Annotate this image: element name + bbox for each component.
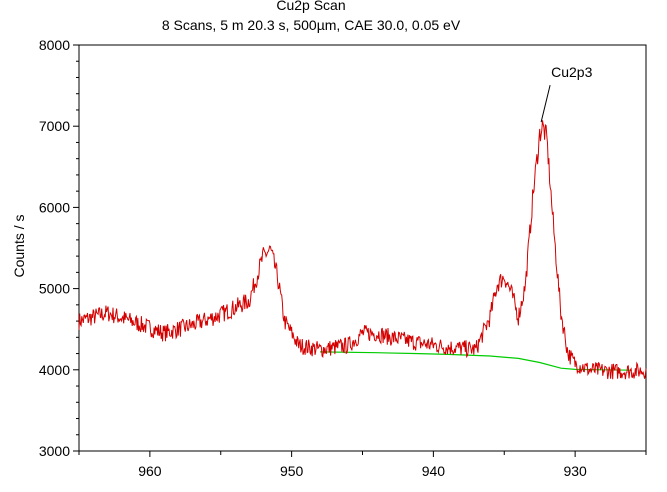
chart-title: Cu2p Scan — [276, 0, 345, 13]
y-tick-label: 6000 — [39, 199, 70, 215]
plot-area: 3000 4000 5000 6000 7000 8000 960 950 940 930 Cu… — [39, 37, 647, 479]
y-tick-label: 7000 — [39, 118, 70, 134]
y-axis: 3000 4000 5000 6000 7000 8000 — [39, 37, 79, 459]
y-tick-label: 4000 — [39, 362, 70, 378]
x-tick-label: 930 — [563, 463, 587, 479]
x-tick-label: 950 — [280, 463, 304, 479]
y-tick-label: 5000 — [39, 281, 70, 297]
annotation-label: Cu2p3 — [551, 64, 592, 80]
annotation-leader — [540, 85, 551, 123]
y-tick-label: 3000 — [39, 443, 70, 459]
x-tick-label: 960 — [138, 463, 162, 479]
chart-subtitle: 8 Scans, 5 m 20.3 s, 500µm, CAE 30.0, 0.… — [162, 17, 461, 33]
plot-frame — [78, 44, 647, 452]
y-tick-label: 8000 — [39, 37, 70, 53]
spectrum-line — [78, 120, 647, 380]
y-axis-label: Counts / s — [11, 214, 27, 277]
x-axis: 960 950 940 930 — [78, 451, 647, 479]
x-tick-label: 940 — [422, 463, 446, 479]
